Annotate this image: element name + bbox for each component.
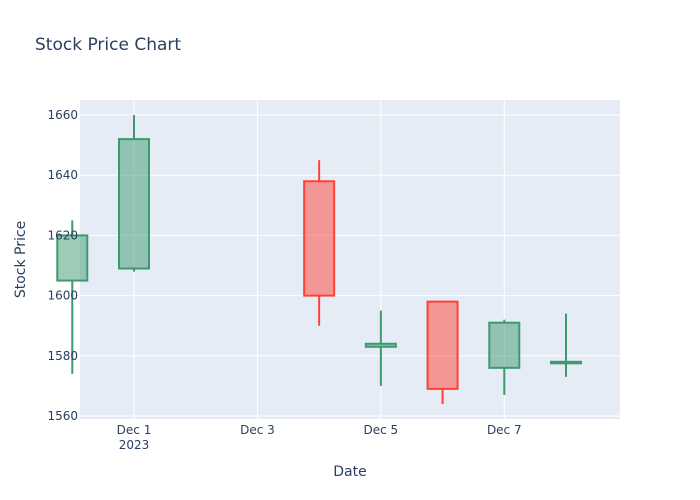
candle <box>118 115 150 272</box>
candle-body <box>488 321 521 369</box>
candle <box>550 313 582 377</box>
x-tick-label: Dec 7 <box>487 423 522 437</box>
candle-body <box>364 342 397 348</box>
candle <box>303 160 336 326</box>
candle <box>426 300 459 404</box>
x-axis-ticks: Dec 1 Dec 3 Dec 5 Dec 7 <box>117 423 522 437</box>
x-tick-label: Dec 1 <box>117 423 152 437</box>
candle-body <box>56 234 89 282</box>
y-tick-label: 1580 <box>47 349 78 363</box>
candle-body <box>303 180 336 297</box>
y-tick-label: 1660 <box>47 108 78 122</box>
candle-body <box>550 360 582 365</box>
chart-title: Stock Price Chart <box>35 35 181 55</box>
x-axis-title: Date <box>333 464 366 480</box>
candle-body <box>118 138 150 270</box>
candles <box>56 115 582 404</box>
y-tick-label: 1600 <box>47 289 78 303</box>
plot-area <box>80 100 620 419</box>
y-tick-label: 1620 <box>47 228 78 242</box>
candle <box>364 310 397 386</box>
candle-body <box>426 300 459 390</box>
x-tick-label: Dec 5 <box>364 423 399 437</box>
y-tick-label: 1640 <box>47 168 78 182</box>
y-axis-title: Stock Price <box>13 221 29 298</box>
candle <box>56 220 89 374</box>
y-tick-label: 1560 <box>47 409 78 423</box>
x-tick-label: Dec 3 <box>240 423 275 437</box>
y-axis-ticks: 1560 1580 1600 1620 1640 1660 <box>47 108 78 423</box>
x-axis-year-label: 2023 <box>119 438 150 452</box>
candle <box>488 319 521 395</box>
